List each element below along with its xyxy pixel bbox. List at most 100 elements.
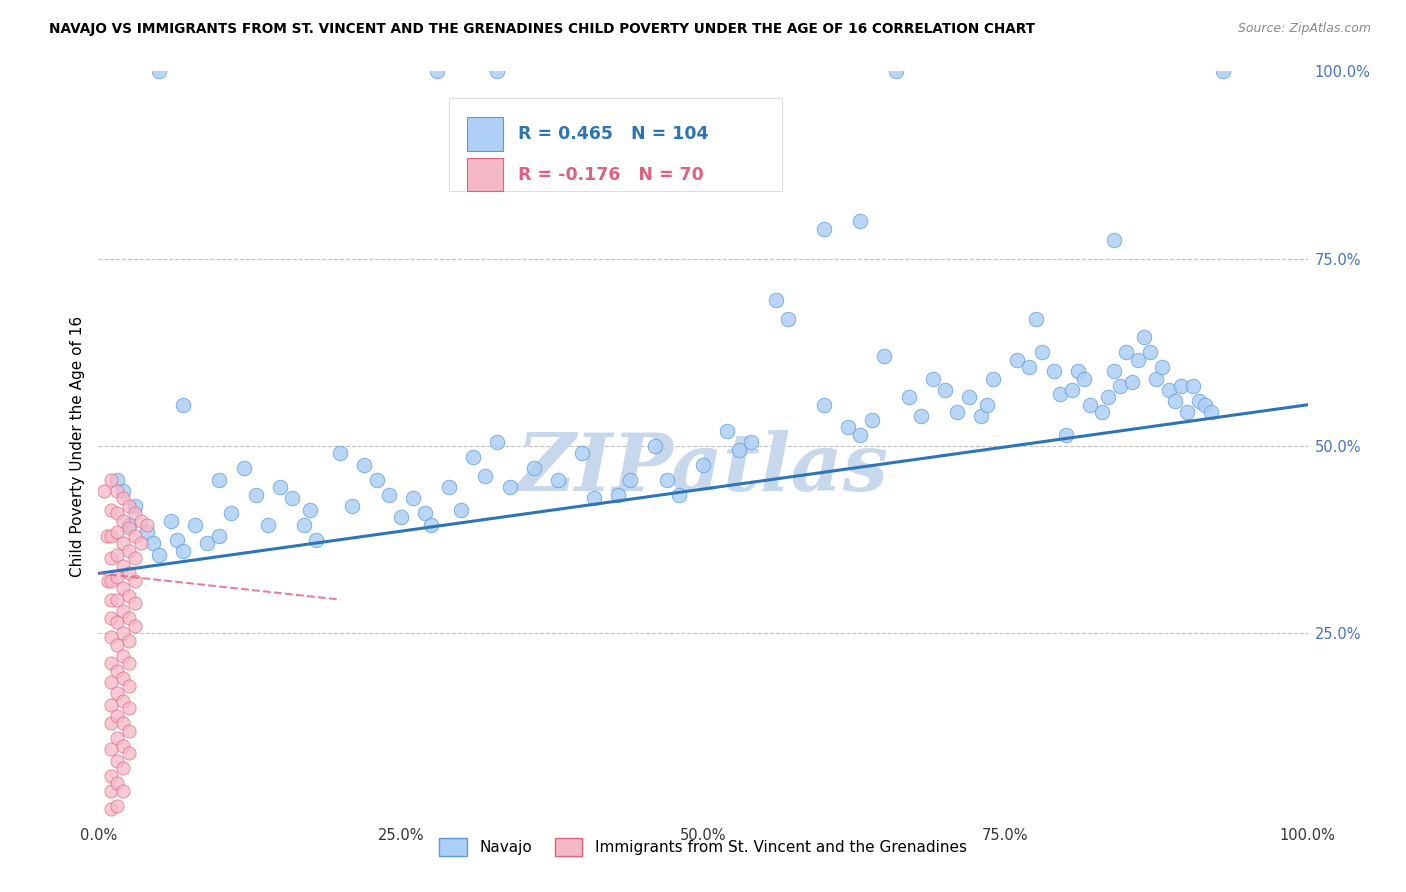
Point: [100, 473, 122, 487]
Point: [305, 533, 328, 547]
Point: [1163, 394, 1185, 409]
Text: ZIPatlas: ZIPatlas: [517, 430, 889, 508]
Point: [474, 469, 496, 483]
Point: [105, 473, 128, 487]
Point: [129, 514, 152, 528]
Point: [105, 708, 128, 723]
Point: [849, 214, 872, 228]
Point: [111, 582, 134, 596]
Point: [413, 507, 436, 521]
Point: [934, 383, 956, 397]
Point: [118, 723, 141, 738]
Point: [281, 491, 304, 506]
Point: [547, 473, 569, 487]
Point: [100, 592, 122, 607]
Point: [765, 293, 787, 307]
Point: [100, 675, 122, 690]
FancyBboxPatch shape: [467, 117, 503, 151]
Point: [1060, 383, 1083, 397]
Point: [105, 686, 128, 700]
Point: [523, 461, 546, 475]
Point: [1042, 364, 1064, 378]
Point: [111, 536, 134, 550]
Text: R = 0.465   N = 104: R = 0.465 N = 104: [517, 125, 709, 143]
Point: [463, 450, 485, 465]
Point: [1139, 345, 1161, 359]
Point: [93, 483, 115, 498]
Point: [692, 458, 714, 472]
Point: [232, 461, 254, 475]
Point: [135, 525, 157, 540]
Point: [716, 424, 738, 438]
Point: [208, 473, 231, 487]
Point: [166, 533, 188, 547]
Point: [124, 499, 146, 513]
Point: [111, 716, 134, 731]
Point: [105, 507, 128, 521]
Point: [118, 589, 141, 603]
Point: [221, 507, 243, 521]
Point: [100, 742, 122, 756]
Point: [976, 398, 998, 412]
Point: [135, 517, 157, 532]
Point: [118, 521, 141, 535]
Point: [100, 783, 122, 797]
Point: [668, 488, 690, 502]
Point: [124, 619, 146, 633]
Point: [1181, 379, 1204, 393]
Point: [111, 739, 134, 753]
Point: [420, 517, 443, 532]
Point: [921, 371, 943, 385]
Point: [245, 488, 267, 502]
Point: [96, 529, 118, 543]
Point: [450, 502, 472, 516]
Text: Source: ZipAtlas.com: Source: ZipAtlas.com: [1237, 22, 1371, 36]
Point: [105, 776, 128, 790]
Point: [118, 499, 141, 513]
Point: [740, 435, 762, 450]
Point: [1078, 398, 1101, 412]
Point: [897, 390, 920, 404]
Point: [100, 529, 122, 543]
Point: [124, 529, 146, 543]
Point: [813, 398, 835, 412]
Point: [111, 761, 134, 775]
Point: [1199, 405, 1222, 419]
Point: [1102, 233, 1125, 247]
Point: [1152, 360, 1174, 375]
Point: [105, 548, 128, 562]
Point: [269, 480, 291, 494]
Point: [377, 488, 399, 502]
Point: [498, 480, 520, 494]
Legend: Navajo, Immigrants from St. Vincent and the Grenadines: Navajo, Immigrants from St. Vincent and …: [433, 832, 973, 862]
Text: R = -0.176   N = 70: R = -0.176 N = 70: [517, 166, 704, 184]
Point: [571, 446, 593, 460]
Point: [111, 694, 134, 708]
Point: [105, 798, 128, 813]
Point: [1194, 398, 1216, 412]
Point: [172, 398, 194, 412]
Point: [1121, 376, 1143, 390]
Point: [1170, 379, 1192, 393]
Point: [105, 483, 128, 498]
Point: [105, 525, 128, 540]
Point: [100, 574, 122, 588]
Point: [426, 64, 449, 78]
Point: [105, 754, 128, 768]
Point: [97, 574, 120, 588]
Point: [100, 657, 122, 671]
Point: [256, 517, 278, 532]
Point: [124, 574, 146, 588]
Point: [728, 442, 751, 457]
Point: [486, 64, 509, 78]
Point: [111, 783, 134, 797]
Point: [111, 604, 134, 618]
Point: [981, 371, 1004, 385]
Point: [655, 473, 678, 487]
Point: [100, 611, 122, 625]
Point: [118, 657, 141, 671]
Point: [118, 517, 141, 532]
Point: [583, 491, 606, 506]
Point: [111, 514, 134, 528]
Y-axis label: Child Poverty Under the Age of 16: Child Poverty Under the Age of 16: [69, 316, 84, 576]
